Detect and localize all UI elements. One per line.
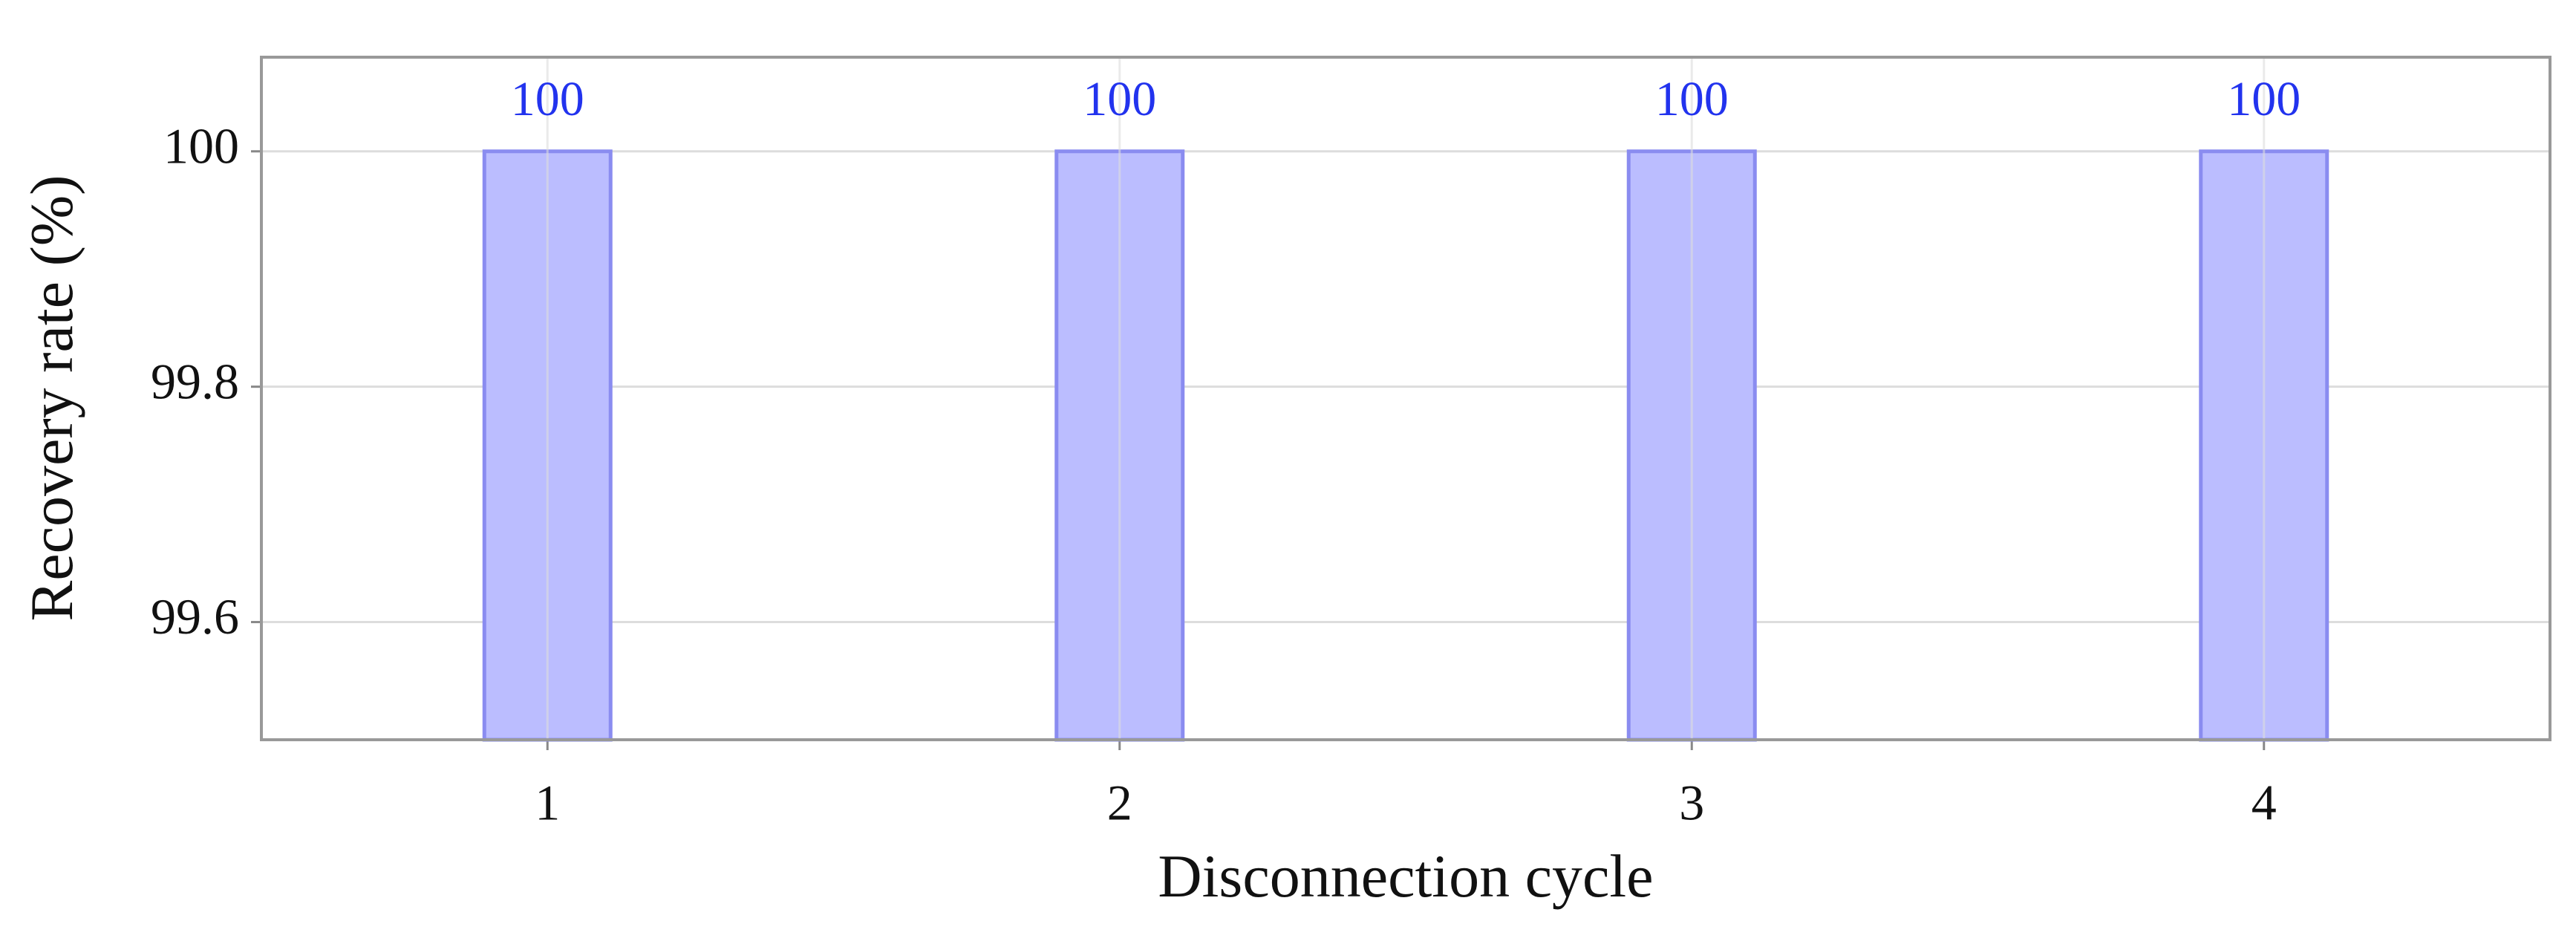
value-label: 100 [511, 72, 584, 126]
plot-frame [260, 56, 2551, 741]
x-axis-title: Disconnection cycle [1158, 842, 1653, 910]
y-tick-label: 99.8 [151, 353, 239, 409]
x-tick-label: 3 [1679, 775, 1704, 831]
value-label: 100 [1083, 72, 1156, 126]
x-tick-label: 2 [1107, 775, 1132, 831]
x-tick-label: 4 [2251, 775, 2277, 831]
y-axis-title: Recovery rate (%) [18, 175, 85, 622]
y-tick-label: 100 [163, 117, 239, 174]
y-tick-label: 99.6 [151, 588, 239, 645]
value-label: 100 [2227, 72, 2301, 126]
x-tick-label: 1 [535, 775, 560, 831]
value-label: 100 [1655, 72, 1729, 126]
